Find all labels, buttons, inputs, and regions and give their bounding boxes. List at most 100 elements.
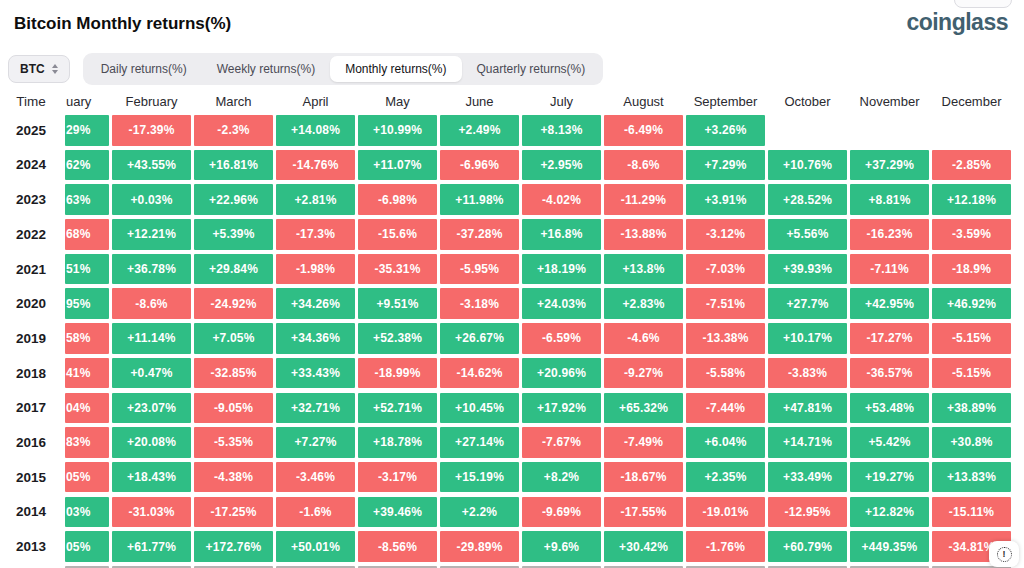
cell-may: +9.51% <box>358 288 437 319</box>
cell-january-partial: 05% <box>65 531 109 562</box>
cell-april: +7.27% <box>276 427 355 458</box>
returns-period-tabs: Daily returns(%)Weekly returns(%)Monthly… <box>83 53 604 85</box>
cell-may: +10.99% <box>358 115 437 146</box>
cell-october: +28.52% <box>768 184 847 215</box>
cell-august: +65.32% <box>604 393 683 424</box>
year-label: 2017 <box>0 393 62 424</box>
cell-april: -17.3% <box>276 219 355 250</box>
coinglass-logo: coinglass <box>906 9 1008 36</box>
table-row-2024: 202462%+43.55%+16.81%-14.76%+11.07%-6.96… <box>0 150 1011 181</box>
cell-september: -1.76% <box>686 531 765 562</box>
cell-january-partial: 29% <box>65 115 109 146</box>
cell-november: +19.27% <box>850 462 929 493</box>
partial-button-top[interactable] <box>954 0 1012 8</box>
table-row-2022: 202268%+12.21%+5.39%-17.3%-15.6%-37.28%+… <box>0 219 1011 250</box>
cell-may: -18.99% <box>358 358 437 389</box>
cell-september: +2.35% <box>686 462 765 493</box>
controls-bar: BTC Daily returns(%)Weekly returns(%)Mon… <box>8 53 603 85</box>
cell-march: +7.05% <box>194 323 273 354</box>
cell-november: -16.23% <box>850 219 929 250</box>
cell-august: -13.88% <box>604 219 683 250</box>
cell-july: +20.96% <box>522 358 601 389</box>
cell-may: -6.98% <box>358 184 437 215</box>
tab-quarterly-returns[interactable]: Quarterly returns(%) <box>462 56 601 82</box>
cell-february: +0.47% <box>112 358 191 389</box>
col-header-march: March <box>194 94 273 109</box>
cell-november: -36.57% <box>850 358 929 389</box>
col-header-may: May <box>358 94 437 109</box>
table-row-2021: 202151%+36.78%+29.84%-1.98%-35.31%-5.95%… <box>0 254 1011 285</box>
cell-may: -8.56% <box>358 531 437 562</box>
year-label: 2018 <box>0 358 62 389</box>
cell-september: +7.29% <box>686 150 765 181</box>
info-badge-button[interactable]: ! <box>989 541 1019 567</box>
cell-june: -3.18% <box>440 288 519 319</box>
cell-october: +39.93% <box>768 254 847 285</box>
cell-july: +17.92% <box>522 393 601 424</box>
cell-july: -6.59% <box>522 323 601 354</box>
cell-september: +3.26% <box>686 115 765 146</box>
cell-march: -2.3% <box>194 115 273 146</box>
table-row-2025: 202529%-17.39%-2.3%+14.08%+10.99%+2.49%+… <box>0 115 1011 146</box>
cell-may: -3.17% <box>358 462 437 493</box>
cell-june: +10.45% <box>440 393 519 424</box>
cell-march: +29.84% <box>194 254 273 285</box>
cell-january-partial: 63% <box>65 184 109 215</box>
table-row-2014: 201403%-31.03%-17.25%-1.6%+39.46%+2.2%-9… <box>0 497 1011 528</box>
cell-july: +16.8% <box>522 219 601 250</box>
cell-june: -5.95% <box>440 254 519 285</box>
cell-april: -3.46% <box>276 462 355 493</box>
cell-september: +3.91% <box>686 184 765 215</box>
year-label: 2025 <box>0 115 62 146</box>
cell-november: +53.48% <box>850 393 929 424</box>
table-row-2019: 201958%+11.14%+7.05%+34.36%+52.38%+26.67… <box>0 323 1011 354</box>
cell-october: +27.7% <box>768 288 847 319</box>
cell-february: +12.21% <box>112 219 191 250</box>
cell-february: +36.78% <box>112 254 191 285</box>
cell-september: -7.44% <box>686 393 765 424</box>
tab-weekly-returns[interactable]: Weekly returns(%) <box>202 56 330 82</box>
year-label: 2024 <box>0 150 62 181</box>
cell-april: -1.98% <box>276 254 355 285</box>
col-header-november: November <box>850 94 929 109</box>
cell-august: +30.42% <box>604 531 683 562</box>
cell-august: -11.29% <box>604 184 683 215</box>
col-header-july: July <box>522 94 601 109</box>
cell-december: -15.11% <box>932 497 1011 528</box>
cell-august: +13.8% <box>604 254 683 285</box>
cell-february: -17.39% <box>112 115 191 146</box>
cell-october: -3.83% <box>768 358 847 389</box>
table-row-2016: 201683%+20.08%-5.35%+7.27%+18.78%+27.14%… <box>0 427 1011 458</box>
cell-july: +18.19% <box>522 254 601 285</box>
cell-january-partial: 41% <box>65 358 109 389</box>
col-header-august: August <box>604 94 683 109</box>
cell-august: -17.55% <box>604 497 683 528</box>
cell-march: +5.39% <box>194 219 273 250</box>
symbol-selector[interactable]: BTC <box>8 55 70 83</box>
cell-june: +2.2% <box>440 497 519 528</box>
cell-february: +61.77% <box>112 531 191 562</box>
col-header-january-partial: uary <box>65 94 109 109</box>
tab-daily-returns[interactable]: Daily returns(%) <box>86 56 202 82</box>
cell-march: -5.35% <box>194 427 273 458</box>
cell-october: +60.79% <box>768 531 847 562</box>
cell-november: +12.82% <box>850 497 929 528</box>
cell-september: -3.12% <box>686 219 765 250</box>
symbol-label: BTC <box>20 62 45 76</box>
tab-monthly-returns[interactable]: Monthly returns(%) <box>330 56 461 82</box>
updown-arrows-icon <box>52 64 58 74</box>
cell-december: -3.59% <box>932 219 1011 250</box>
cell-july: -4.02% <box>522 184 601 215</box>
cell-april: +2.81% <box>276 184 355 215</box>
cell-july: +24.03% <box>522 288 601 319</box>
cell-december: +12.18% <box>932 184 1011 215</box>
cell-october: +33.49% <box>768 462 847 493</box>
cell-june: -6.96% <box>440 150 519 181</box>
cell-december: -5.15% <box>932 358 1011 389</box>
col-header-october: October <box>768 94 847 109</box>
cell-april: -14.76% <box>276 150 355 181</box>
cell-march: -24.92% <box>194 288 273 319</box>
cell-december: -2.85% <box>932 150 1011 181</box>
cell-november: +449.35% <box>850 531 929 562</box>
cell-june: +2.49% <box>440 115 519 146</box>
